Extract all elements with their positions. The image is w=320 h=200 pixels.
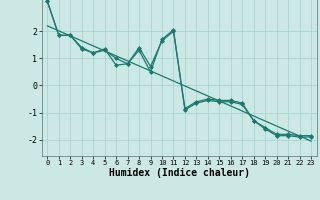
X-axis label: Humidex (Indice chaleur): Humidex (Indice chaleur) [109, 168, 250, 178]
